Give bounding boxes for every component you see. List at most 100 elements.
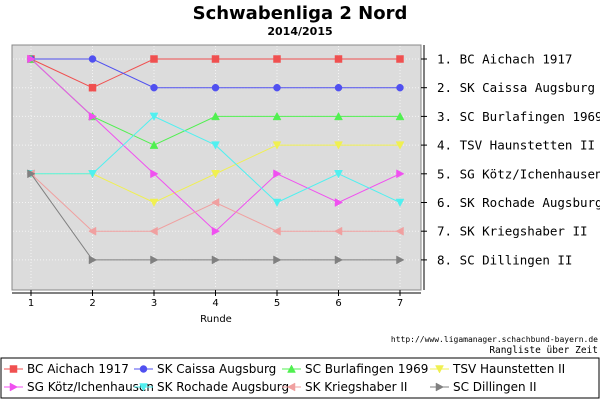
data-point <box>396 83 404 92</box>
data-point <box>395 198 405 208</box>
data-point <box>149 198 159 208</box>
x-axis: 1 2 3 4 5 6 7 <box>12 290 421 309</box>
data-point <box>396 55 404 63</box>
legend-marker <box>9 382 19 392</box>
series-8 <box>27 169 405 265</box>
rank-label: 5. SG Kötz/Ichenhausen <box>437 166 600 181</box>
data-point <box>334 83 343 92</box>
data-point <box>273 255 282 265</box>
legend-marker <box>139 383 148 392</box>
rank-label: 8. SC Dillingen II <box>437 252 572 267</box>
data-point <box>334 198 344 207</box>
data-point <box>150 169 159 179</box>
legend-label: SC Dillingen II <box>453 380 537 394</box>
legend-item: BC Aichach 1917 <box>4 362 129 376</box>
data-point <box>211 255 221 265</box>
legend: BC Aichach 1917 SK Caissa Augsburg SC Burl… <box>4 362 565 394</box>
data-point <box>149 140 159 149</box>
data-point <box>149 112 159 121</box>
legend-item: SK Rochade Augsburg <box>134 380 289 394</box>
rank-label: 1. BC Aichach 1917 <box>437 52 572 67</box>
legend-item: SC Burlafingen 1969 <box>282 362 428 376</box>
source-url: http://www.ligamanager.schachbund-bayern… <box>391 335 598 344</box>
legend-label: BC Aichach 1917 <box>27 362 129 376</box>
rank-label: 6. SK Rochade Augsburg <box>437 195 600 210</box>
legend-label: SG Kötz/Ichenhausen <box>27 380 154 394</box>
data-point <box>211 141 220 150</box>
data-point <box>272 226 281 236</box>
x-axis-label: Runde <box>200 314 232 325</box>
series-7 <box>26 169 404 236</box>
data-point <box>211 55 220 63</box>
data-point <box>87 226 97 236</box>
legend-item: SK Kriegshaber II <box>282 380 407 394</box>
data-point <box>333 226 343 236</box>
data-point <box>88 111 98 121</box>
data-point <box>211 170 220 179</box>
data-point <box>334 170 343 179</box>
legend-item: SK Caissa Augsburg <box>134 362 276 376</box>
legend-marker <box>139 365 148 373</box>
data-point <box>395 141 405 150</box>
data-point <box>210 198 220 207</box>
data-point <box>149 226 158 236</box>
chart-subtitle: 2014/2015 <box>267 25 332 38</box>
data-point <box>334 141 343 150</box>
x-tick-label: 3 <box>151 298 157 309</box>
data-point <box>334 55 343 63</box>
data-point <box>88 255 98 265</box>
legend-item: SG Kötz/Ichenhausen <box>4 380 154 394</box>
data-point <box>272 111 282 121</box>
plot-area <box>11 44 422 291</box>
legend-label: SK Rochade Augsburg <box>157 380 289 394</box>
legend-marker <box>435 382 445 392</box>
data-point <box>27 54 36 64</box>
series-layer <box>26 54 405 265</box>
legend-marker <box>287 364 296 373</box>
legend-marker <box>286 382 296 392</box>
rank-label: 3. SC Burlafingen 1969 <box>437 109 600 124</box>
data-point <box>396 169 405 179</box>
data-point <box>150 255 159 265</box>
legend-label: SC Burlafingen 1969 <box>305 362 428 376</box>
legend-label: SK Kriegshaber II <box>305 380 407 394</box>
data-point <box>273 83 281 92</box>
legend-marker <box>9 365 18 373</box>
rank-label: 2. SK Caissa Augsburg <box>437 80 595 95</box>
data-point <box>211 226 221 236</box>
data-point <box>211 83 220 92</box>
data-point <box>273 169 282 179</box>
data-point <box>88 83 97 92</box>
data-point <box>88 170 97 179</box>
standings: 1. BC Aichach 1917 2. SK Caissa Augsburg 3… <box>421 45 600 290</box>
data-point <box>395 226 404 236</box>
series-5 <box>27 54 405 236</box>
data-point <box>272 141 282 150</box>
data-point <box>150 55 158 63</box>
x-tick-label: 4 <box>212 298 218 309</box>
legend-box <box>0 357 600 399</box>
chart-title: Schwabenliga 2 Nord <box>193 3 408 24</box>
x-tick-label: 5 <box>274 298 280 309</box>
data-point <box>395 111 405 121</box>
data-point <box>273 55 281 63</box>
rank-label: 4. TSV Haunstetten II <box>437 138 595 153</box>
data-point <box>88 55 97 63</box>
x-tick-label: 2 <box>89 298 95 309</box>
legend-item: TSV Haunstetten II <box>430 362 565 376</box>
data-point <box>272 198 282 208</box>
data-point <box>27 169 36 179</box>
legend-item: SC Dillingen II <box>430 380 537 394</box>
legend-label: SK Caissa Augsburg <box>157 362 276 376</box>
x-tick-label: 1 <box>28 298 34 309</box>
data-point <box>396 255 405 265</box>
data-point <box>150 83 158 92</box>
data-point <box>334 111 343 121</box>
rank-label: 7. SK Kriegshaber II <box>437 224 588 239</box>
data-point <box>334 255 344 265</box>
legend-label: TSV Haunstetten II <box>452 362 565 376</box>
x-tick-label: 6 <box>335 298 341 309</box>
chart-caption: Rangliste über Zeit <box>489 345 598 356</box>
data-point <box>211 111 220 121</box>
